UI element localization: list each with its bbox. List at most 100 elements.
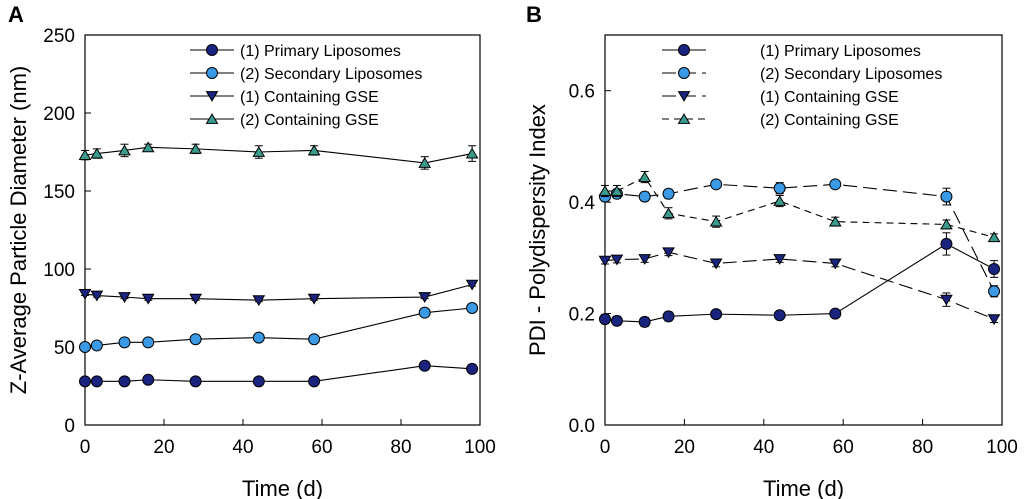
legend-marker xyxy=(205,91,219,102)
y-tick-label: 0.0 xyxy=(569,416,595,437)
legend-label: (1) Primary Liposomes xyxy=(760,43,921,60)
x-tick-label: 40 xyxy=(232,437,253,458)
legend-label: (2) Containing GSE xyxy=(760,112,899,129)
legend-marker xyxy=(205,113,219,124)
legend-marker xyxy=(678,67,690,79)
legend: (1) Primary Liposomes (2) Secondary Lipos… xyxy=(190,43,422,129)
data-point xyxy=(709,258,723,270)
data-point xyxy=(940,218,953,230)
y-tick-label: 50 xyxy=(54,338,75,359)
y-tick-label: 0.4 xyxy=(569,193,596,214)
series-line xyxy=(604,243,995,323)
data-point xyxy=(828,215,842,227)
panel-a: A 0 20 40 60 80 100 0 50 100 150 200 250 Time (d) Z-Av… xyxy=(6,2,496,499)
data-point xyxy=(418,359,431,372)
x-tick-label: 60 xyxy=(833,437,854,458)
data-point xyxy=(118,375,131,388)
data-point xyxy=(90,290,104,302)
data-point xyxy=(142,373,155,386)
data-point xyxy=(940,190,953,203)
y-tick-label: 100 xyxy=(43,260,75,281)
x-axis-title: Time (d) xyxy=(763,476,844,499)
data-point xyxy=(662,187,675,200)
data-point xyxy=(307,293,321,305)
data-point xyxy=(307,144,321,156)
data-point xyxy=(78,289,92,300)
data-point xyxy=(90,147,104,159)
legend-marker xyxy=(678,44,690,56)
plot-frame xyxy=(84,34,481,426)
data-point xyxy=(638,254,652,265)
data-point xyxy=(773,182,786,195)
y-tick-label: 0.6 xyxy=(569,82,595,103)
data-point xyxy=(598,255,612,267)
data-point xyxy=(118,336,131,349)
x-tick-label: 80 xyxy=(912,437,933,458)
data-point xyxy=(599,313,611,326)
data-point xyxy=(252,375,265,388)
legend-label: (2) Containing GSE xyxy=(240,112,379,129)
series-1 xyxy=(599,232,1001,328)
data-point xyxy=(418,292,432,304)
data-point xyxy=(610,314,623,327)
panel-b: B 0 20 40 60 80 100 0.0 0.2 0.4 0.6 Time (d) PDI - P… xyxy=(525,2,1018,499)
data-point xyxy=(189,375,202,388)
data-point xyxy=(141,141,155,153)
panel-label: A xyxy=(8,2,24,27)
data-point xyxy=(662,310,675,323)
x-tick-label: 20 xyxy=(674,437,695,458)
legend-label: (1) Primary Liposomes xyxy=(240,43,401,60)
data-point xyxy=(189,142,202,154)
legend-marker xyxy=(677,91,691,102)
x-tick-label: 60 xyxy=(311,437,332,458)
data-point xyxy=(988,263,1001,275)
data-point xyxy=(940,294,953,306)
panel-label: B xyxy=(526,2,542,27)
data-point xyxy=(829,307,842,320)
data-point xyxy=(940,237,953,250)
legend-label: (2) Secondary Liposomes xyxy=(240,66,422,83)
data-point xyxy=(466,362,479,375)
y-tick-label: 150 xyxy=(43,182,75,203)
series-line xyxy=(604,183,995,292)
series-3 xyxy=(598,247,1001,326)
data-point xyxy=(252,331,265,344)
data-point xyxy=(466,302,479,314)
data-point xyxy=(90,375,103,388)
series-2 xyxy=(599,178,1001,298)
x-axis-title: Time (d) xyxy=(242,476,323,499)
x-tick-label: 40 xyxy=(753,437,774,458)
legend-label: (1) Containing GSE xyxy=(240,89,379,106)
x-tick-label: 0 xyxy=(600,437,611,458)
data-point xyxy=(828,258,842,270)
x-tick-label: 100 xyxy=(986,437,1018,458)
legend-marker xyxy=(677,113,691,124)
data-point xyxy=(987,314,1001,326)
data-point xyxy=(90,339,103,352)
data-point xyxy=(638,190,651,203)
data-point xyxy=(773,195,787,206)
data-point xyxy=(252,146,266,157)
y-axis-title: Z-Average Particle Diameter (nm) xyxy=(6,66,31,394)
series-4 xyxy=(78,141,479,170)
legend: (1) Primary Liposomes (2) Secondary Lipos… xyxy=(662,43,942,129)
data-point xyxy=(189,333,202,346)
legend-label: (1) Containing GSE xyxy=(760,89,899,106)
data-point xyxy=(638,315,651,328)
data-point xyxy=(598,185,612,196)
data-point xyxy=(829,178,842,191)
y-tick-label: 0 xyxy=(64,416,75,437)
plot-frame xyxy=(604,34,1003,426)
data-point xyxy=(418,306,431,319)
data-point xyxy=(118,292,131,304)
data-point xyxy=(988,285,1001,298)
data-point xyxy=(610,254,624,266)
data-point xyxy=(308,375,321,388)
series-1 xyxy=(79,359,479,388)
series-line xyxy=(605,176,995,238)
data-point xyxy=(418,156,432,168)
series-line xyxy=(84,146,473,164)
x-tick-label: 80 xyxy=(390,437,411,458)
legend-marker xyxy=(206,44,218,56)
